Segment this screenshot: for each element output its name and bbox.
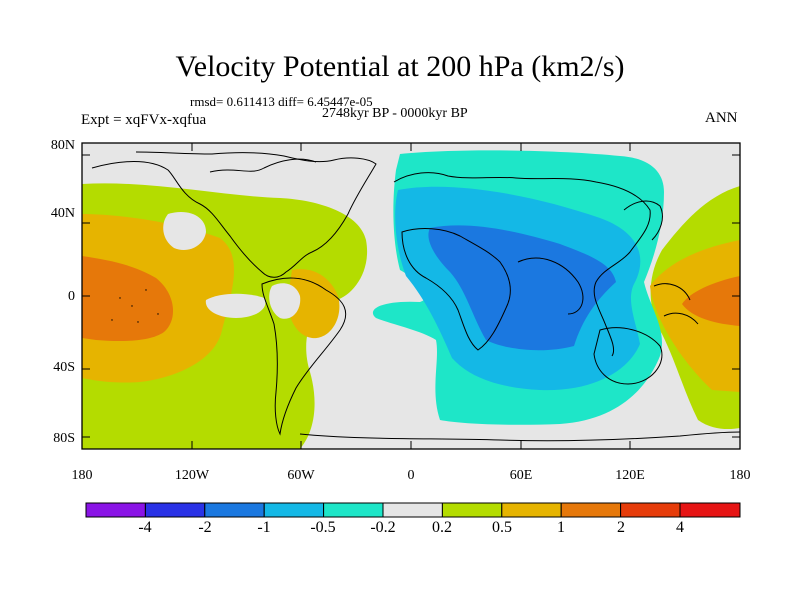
positive-05-region-east [650,240,740,392]
colorbar-box-5 [323,502,384,518]
map-panel [82,143,740,449]
stats-text: rmsd= 0.611413 diff= 6.45447e-05 [190,94,373,109]
lon-label-60e: 60E [509,468,533,483]
colorbar-box-3 [204,502,265,518]
colorbar-label: 2 [617,519,625,536]
lon-label-120e: 120E [615,468,645,483]
colorbar-label: -0.2 [370,519,396,536]
positive-1-region-west [82,256,174,342]
neutral-pocket-na [163,212,206,251]
lon-label-60w: 60W [287,468,315,483]
lat-label-40n: 40N [50,206,75,221]
colorbar-box-9 [560,502,622,518]
period-label: 2748kyr BP - 0000kyr BP [322,106,468,121]
axis-ticks [81,143,741,449]
negative-1-region [428,225,616,351]
experiment-label: Expt = xqFVx-xqfua [81,112,207,128]
positive-05-region-sa [287,269,340,339]
colorbar-label: 1 [557,519,565,536]
colorbar-box-7 [441,502,503,518]
colorbar-box-4 [263,502,325,518]
colorbar-box-1 [85,502,146,518]
colorbar-label: 0.2 [432,519,452,536]
colorbar-box-6 [382,502,443,518]
colorbar-label: 0.5 [492,519,512,536]
colorbar-box-11 [679,502,741,518]
noise-specks [111,289,159,323]
colorbar-box-2 [144,502,206,518]
colorbar-label: -0.5 [310,519,336,536]
coastlines [91,151,740,442]
neutral-pocket-sa [269,283,301,319]
map-title: Velocity Potential at 200 hPa (km2/s) [175,50,625,83]
colorbar [85,502,741,518]
lat-label-0: 0 [68,289,75,304]
colorbar-box-8 [501,502,562,518]
colorbar-label: -2 [198,519,212,536]
lon-label-180w: 180 [71,468,93,483]
lon-label-0: 0 [407,468,415,483]
colorbar-label: -4 [138,519,152,536]
colorbar-box-10 [620,502,681,518]
lat-label-80s: 80S [53,431,75,446]
season-label: ANN [705,110,738,126]
colorbar-label: 4 [676,519,684,536]
lon-label-120w: 120W [174,468,210,483]
lat-label-40s: 40S [53,360,75,375]
neutral-pocket-pacific [205,293,266,318]
lat-label-80n: 80N [50,138,75,153]
lon-label-180e: 180 [729,468,751,483]
colorbar-label: -1 [257,519,271,536]
positive-1-region-east [682,276,740,326]
